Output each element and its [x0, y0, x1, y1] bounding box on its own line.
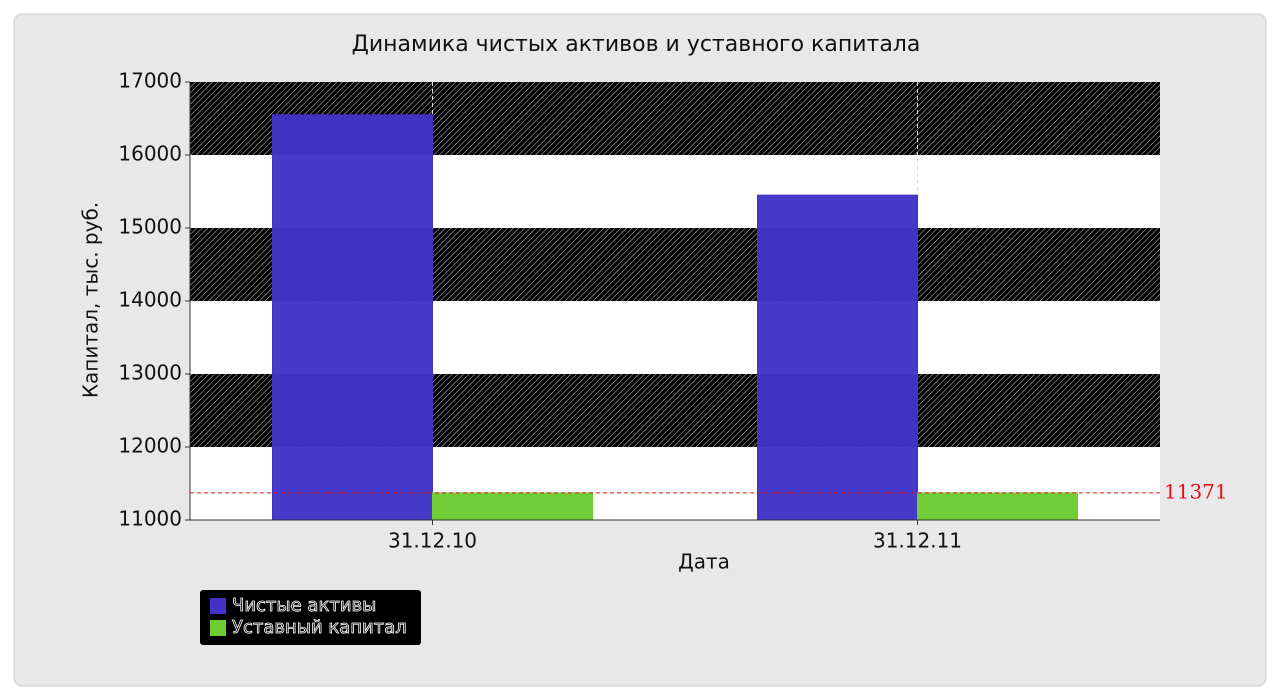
chart-title: Динамика чистых активов и уставного капи… [352, 32, 921, 57]
y-axis-label: Капитал, тыс. руб. [79, 202, 103, 398]
y-tick-label: 15000 [118, 215, 182, 239]
legend-label: Уставный капитал [232, 617, 407, 638]
legend-swatch [210, 620, 226, 636]
y-tick-label: 12000 [118, 434, 182, 458]
bar [917, 492, 1078, 521]
legend-swatch [210, 598, 226, 614]
y-tick-label: 16000 [118, 142, 182, 166]
x-tick-label: 31.12.10 [388, 529, 477, 553]
legend-label: Чистые активы [232, 595, 376, 616]
bar [432, 492, 593, 521]
bar [272, 114, 433, 521]
x-tick-label: 31.12.11 [873, 529, 962, 553]
y-tick-label: 14000 [118, 288, 182, 312]
y-tick-label: 11000 [118, 507, 182, 531]
y-tick-label: 17000 [118, 69, 182, 93]
y-tick-label: 13000 [118, 361, 182, 385]
legend [200, 590, 421, 645]
reference-label: 11371 [1164, 479, 1228, 503]
x-axis-label: Дата [678, 550, 730, 574]
bar [757, 194, 918, 521]
